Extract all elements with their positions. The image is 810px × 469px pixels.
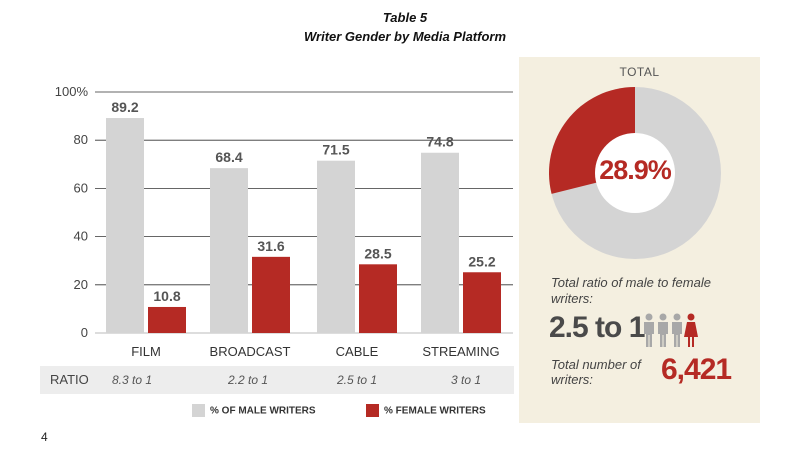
data-label-male: 68.4 [215, 149, 242, 165]
total-ratio-value: 2.5 to 1 [549, 311, 645, 344]
ratio-caption: Total ratio of male to female writers: [551, 275, 711, 306]
legend-label-male: % OF MALE WRITERS [210, 405, 316, 417]
male-person-icon [644, 313, 654, 347]
y-tick-label: 80 [74, 132, 88, 147]
ratio-label: RATIO [50, 372, 89, 387]
ratio-row: RATIO 8.3 to 1 2.2 to 1 2.5 to 1 3 to 1 [40, 366, 514, 394]
bar-male [317, 160, 355, 333]
y-tick-label: 60 [74, 180, 88, 195]
ratio-value-film: 8.3 to 1 [111, 373, 153, 387]
legend-swatch-female [366, 404, 379, 418]
x-category-label: STREAMING [422, 344, 499, 359]
legend-item-female: % FEMALE WRITERS [366, 402, 486, 420]
x-category-label: FILM [131, 344, 161, 359]
data-label-male: 89.2 [111, 99, 138, 115]
data-label-male: 71.5 [322, 142, 349, 158]
data-label-female: 10.8 [153, 288, 180, 304]
bar-female [252, 256, 290, 333]
bar-female [148, 306, 186, 333]
total-label: TOTAL [619, 65, 660, 79]
ratio-value-broadcast: 2.2 to 1 [227, 373, 269, 387]
donut-hole [595, 133, 675, 213]
page-number: 4 [41, 430, 48, 444]
female-person-icon [684, 313, 698, 347]
y-tick-label: 100% [55, 84, 89, 99]
legend-label-female: % FEMALE WRITERS [384, 405, 486, 417]
bar-male [106, 118, 144, 333]
y-tick-label: 0 [81, 325, 88, 340]
chart-title: Table 5 Writer Gender by Media Platform [0, 8, 810, 46]
ratio-value-cable: 2.5 to 1 [336, 373, 378, 387]
bar-male [421, 152, 459, 333]
data-label-female: 28.5 [364, 245, 391, 261]
ratio-value-streaming: 3 to 1 [450, 373, 482, 387]
total-panel: TOTAL 28.9% Total ratio of male to femal… [519, 57, 760, 423]
table-number: Table 5 [382, 10, 428, 25]
male-person-icon [658, 313, 668, 347]
people-icons [644, 313, 698, 347]
bar-female [359, 264, 397, 333]
table-title: Writer Gender by Media Platform [303, 29, 507, 44]
legend-item-male: % OF MALE WRITERS [192, 402, 316, 420]
x-category-label: CABLE [336, 344, 379, 359]
donut-chart [549, 87, 721, 259]
donut-percent-label: 28.9% [599, 155, 672, 185]
data-label-female: 31.6 [257, 238, 284, 254]
bar-male [210, 168, 248, 333]
y-tick-label: 40 [74, 229, 88, 244]
male-person-icon [672, 313, 682, 347]
data-label-female: 25.2 [468, 253, 495, 269]
total-count-value: 6,421 [661, 353, 732, 386]
count-caption: Total number of writers: [551, 357, 641, 387]
legend-swatch-male [192, 404, 205, 418]
bar-female [463, 272, 501, 333]
bar-chart: 0 20 40 60 80 100% 89.2 10.8 FILM 68.4 31.6 BROADCA… [55, 84, 513, 359]
data-label-male: 74.8 [426, 134, 453, 150]
x-category-label: BROADCAST [210, 344, 291, 359]
y-tick-label: 20 [74, 277, 88, 292]
